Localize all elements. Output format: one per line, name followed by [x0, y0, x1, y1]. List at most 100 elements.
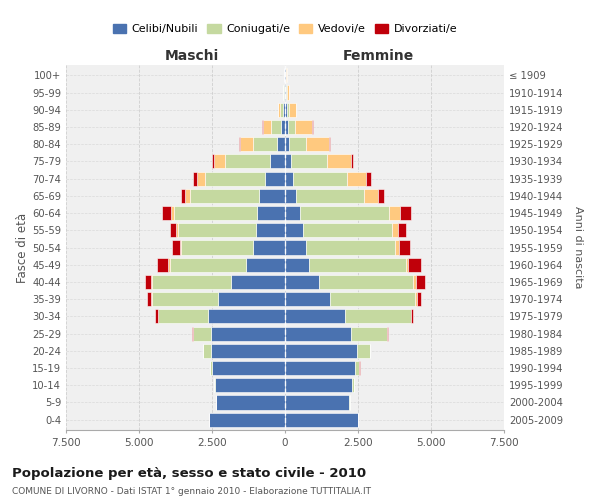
Y-axis label: Anni di nascita: Anni di nascita — [573, 206, 583, 289]
Bar — [280, 102, 283, 117]
Bar — [285, 154, 291, 168]
Bar — [329, 137, 330, 152]
Bar — [306, 240, 395, 254]
Bar — [392, 223, 398, 238]
Bar — [287, 102, 289, 117]
Bar — [406, 258, 409, 272]
Bar — [364, 189, 378, 203]
Bar — [163, 206, 172, 220]
Bar — [410, 310, 411, 324]
Bar — [309, 258, 406, 272]
Bar — [296, 189, 364, 203]
Bar — [328, 154, 351, 168]
Bar — [411, 310, 413, 324]
Bar — [172, 240, 179, 254]
Bar — [284, 86, 285, 100]
Bar — [168, 258, 170, 272]
Text: COMUNE DI LIVORNO - Dati ISTAT 1° gennaio 2010 - Elaborazione TUTTITALIA.IT: COMUNE DI LIVORNO - Dati ISTAT 1° gennai… — [12, 488, 371, 496]
Bar — [303, 223, 392, 238]
Bar — [259, 189, 285, 203]
Bar — [285, 206, 300, 220]
Bar — [285, 102, 287, 117]
Bar — [208, 310, 285, 324]
Bar — [215, 378, 285, 392]
Bar — [352, 378, 353, 392]
Bar — [285, 120, 287, 134]
Bar — [285, 172, 293, 185]
Bar — [152, 275, 231, 289]
Bar — [214, 154, 225, 168]
Bar — [277, 137, 285, 152]
Bar — [295, 120, 312, 134]
Bar — [367, 172, 371, 185]
Bar — [271, 120, 281, 134]
Bar — [253, 240, 285, 254]
Bar — [203, 344, 211, 358]
Bar — [416, 275, 425, 289]
Bar — [285, 275, 319, 289]
Bar — [152, 292, 218, 306]
Bar — [147, 292, 151, 306]
Bar — [209, 361, 212, 375]
Text: Maschi: Maschi — [164, 50, 218, 64]
Bar — [181, 189, 185, 203]
Bar — [262, 120, 263, 134]
Bar — [174, 206, 257, 220]
Bar — [289, 137, 306, 152]
Bar — [211, 344, 285, 358]
Bar — [312, 120, 313, 134]
Bar — [245, 258, 285, 272]
Bar — [217, 396, 285, 409]
Bar — [355, 361, 359, 375]
Bar — [285, 258, 309, 272]
Text: Femmine: Femmine — [343, 50, 414, 64]
Bar — [285, 189, 296, 203]
Bar — [285, 361, 355, 375]
Bar — [378, 189, 384, 203]
Bar — [285, 86, 286, 100]
Bar — [350, 154, 353, 168]
Bar — [285, 240, 306, 254]
Bar — [319, 275, 413, 289]
Bar — [257, 206, 285, 220]
Bar — [285, 378, 352, 392]
Bar — [350, 326, 387, 340]
Bar — [285, 396, 349, 409]
Bar — [205, 172, 265, 185]
Bar — [253, 137, 277, 152]
Bar — [157, 258, 168, 272]
Bar — [190, 189, 259, 203]
Bar — [300, 206, 389, 220]
Bar — [306, 137, 329, 152]
Bar — [285, 344, 356, 358]
Bar — [400, 206, 410, 220]
Bar — [285, 137, 289, 152]
Bar — [389, 206, 400, 220]
Bar — [145, 275, 151, 289]
Y-axis label: Fasce di età: Fasce di età — [16, 212, 29, 282]
Bar — [225, 154, 271, 168]
Bar — [181, 240, 253, 254]
Bar — [395, 240, 399, 254]
Bar — [409, 258, 421, 272]
Bar — [212, 154, 214, 168]
Bar — [256, 223, 285, 238]
Bar — [416, 292, 421, 306]
Bar — [285, 326, 350, 340]
Bar — [172, 206, 174, 220]
Bar — [176, 223, 178, 238]
Bar — [285, 223, 303, 238]
Bar — [356, 344, 370, 358]
Bar — [178, 223, 256, 238]
Bar — [263, 120, 271, 134]
Bar — [285, 292, 330, 306]
Bar — [278, 102, 280, 117]
Bar — [283, 86, 284, 100]
Bar — [155, 310, 158, 324]
Bar — [218, 292, 285, 306]
Text: Popolazione per età, sesso e stato civile - 2010: Popolazione per età, sesso e stato civil… — [12, 468, 366, 480]
Bar — [239, 137, 241, 152]
Bar — [192, 326, 193, 340]
Bar — [285, 412, 358, 426]
Bar — [285, 310, 345, 324]
